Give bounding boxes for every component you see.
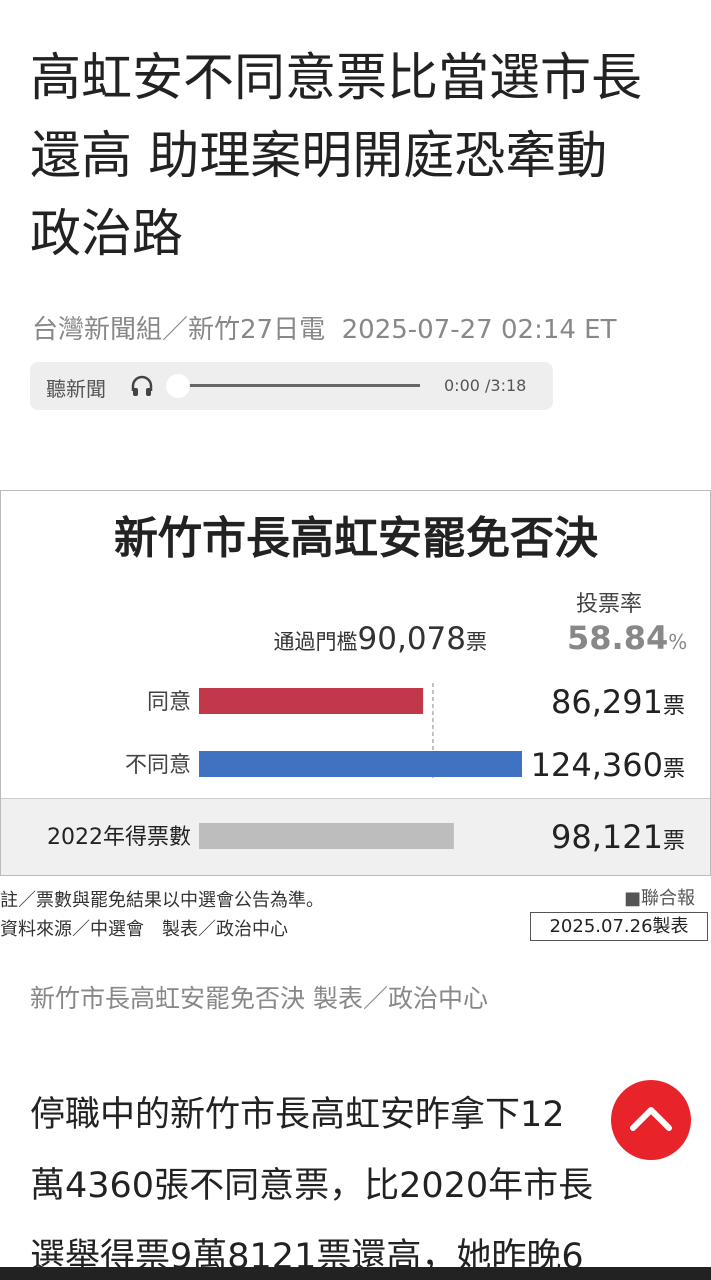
headline-line: 還高 助理案明開庭恐牽動 (30, 127, 608, 186)
bar (199, 688, 424, 714)
row-value-number: 124,360 (531, 746, 663, 784)
notes: 註／票數與罷免結果以中選會公告為準。 資料來源／中選會 製表／政治中心 (0, 886, 324, 944)
row-unit: 票 (663, 757, 685, 782)
up-arrow (630, 1107, 672, 1131)
headphone-icon (131, 375, 153, 396)
threshold-label: 通過門檻 (274, 630, 358, 654)
infographic-title: 新竹市長高虹安罷免否決 (114, 513, 598, 564)
row-value: 98,121票 (551, 818, 685, 856)
infographic: 新竹市長高虹安罷免否決 投票率 58.84% 通過門檻90,078票 同意 86,291票… (0, 490, 711, 876)
brand: ■聯合報 (624, 888, 696, 909)
row-label: 2022年得票數 (47, 825, 191, 850)
row-label: 不同意 (125, 753, 191, 778)
turnout-value: 58.84 (567, 619, 668, 657)
audio-time: 0:00 /3:18 (444, 376, 527, 395)
row-unit: 票 (663, 694, 685, 719)
progress-track (180, 384, 420, 387)
row-value-number: 86,291 (551, 683, 663, 721)
note: 註／票數與罷免結果以中選會公告為準。 (0, 890, 324, 911)
threshold-unit: 票 (466, 630, 487, 654)
row-label: 同意 (147, 690, 191, 715)
body-line: 停職中的新竹市長高虹安昨拿下12 (30, 1095, 565, 1135)
turnout-label: 投票率 (576, 592, 642, 617)
headline-line: 高虹安不同意票比當選市長 (30, 49, 643, 108)
headline-line: 政治路 (30, 205, 184, 264)
bar (199, 823, 454, 849)
audio-label: 聽新聞 (46, 377, 106, 401)
note: 資料來源／中選會 製表／政治中心 (0, 919, 288, 940)
made-date: 2025.07.26製表 (530, 912, 708, 941)
byline: 台灣新聞組／新竹27日電 2025-07-27 02:14 ET (32, 309, 617, 346)
caption: 新竹市長高虹安罷免否決 製表／政治中心 (30, 984, 488, 1013)
datetime: 2025-07-27 02:14 ET (341, 315, 617, 345)
threshold-value: 90,078 (358, 621, 466, 657)
bar (199, 751, 522, 777)
nav-bar (0, 1267, 711, 1280)
row-value-number: 98,121 (551, 818, 663, 856)
audio-player[interactable]: 聽新聞 0:00 /3:18 (30, 362, 553, 410)
turnout: 58.84% (567, 619, 687, 657)
turnout-unit: % (668, 630, 687, 654)
body-line: 萬4360張不同意票，比2020年市長 (30, 1166, 594, 1206)
row-value: 124,360票 (531, 746, 685, 784)
progress-knob[interactable] (166, 374, 190, 398)
row-value: 86,291票 (551, 683, 685, 721)
row-unit: 票 (663, 829, 685, 854)
threshold: 通過門檻90,078票 (274, 621, 487, 657)
scroll-top-button[interactable] (611, 1080, 691, 1160)
byline-text: 台灣新聞組／新竹27日電 (32, 315, 326, 345)
